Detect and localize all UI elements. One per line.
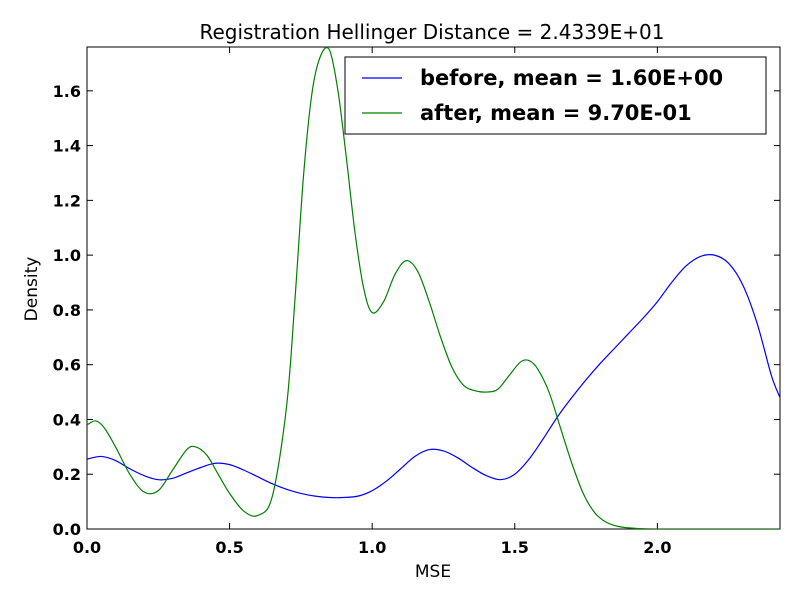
legend-label-before: before, mean = 1.60E+00: [420, 66, 723, 90]
x-tick-label: 2.0: [643, 538, 671, 557]
axis-ticks: 0.0 0.5 1.0 1.5 2.0 0.0 0.2 0.4 0.6 0.8 1.0 1.2 1.4 1…: [53, 47, 780, 557]
x-tick-label: 1.0: [358, 538, 386, 557]
legend-label-after: after, mean = 9.70E-01: [420, 101, 692, 125]
series-line-before: [87, 253, 780, 499]
series-line-after: [87, 47, 780, 529]
y-tick-label: 0.2: [53, 465, 81, 484]
legend: before, mean = 1.60E+00 after, mean = 9.…: [344, 56, 767, 135]
y-tick-label: 0.8: [53, 301, 81, 320]
y-tick-label: 1.6: [53, 82, 81, 101]
series-layer: [87, 47, 780, 529]
y-tick-label: 1.2: [53, 191, 81, 210]
plot-frame: [86, 46, 781, 530]
y-tick-label: 1.0: [53, 246, 81, 265]
legend-box: [344, 56, 767, 135]
x-axis-label: MSE: [415, 562, 451, 582]
y-axis-label: Density: [22, 257, 42, 322]
y-tick-label: 1.4: [53, 137, 81, 156]
x-tick-label: 0.5: [215, 538, 243, 557]
x-tick-label: 1.5: [501, 538, 529, 557]
y-tick-label: 0.4: [53, 410, 81, 429]
y-tick-label: 0.0: [53, 520, 81, 539]
x-tick-label: 0.0: [73, 538, 101, 557]
chart-title: Registration Hellinger Distance = 2.4339…: [200, 20, 665, 44]
y-tick-label: 0.6: [53, 356, 81, 375]
